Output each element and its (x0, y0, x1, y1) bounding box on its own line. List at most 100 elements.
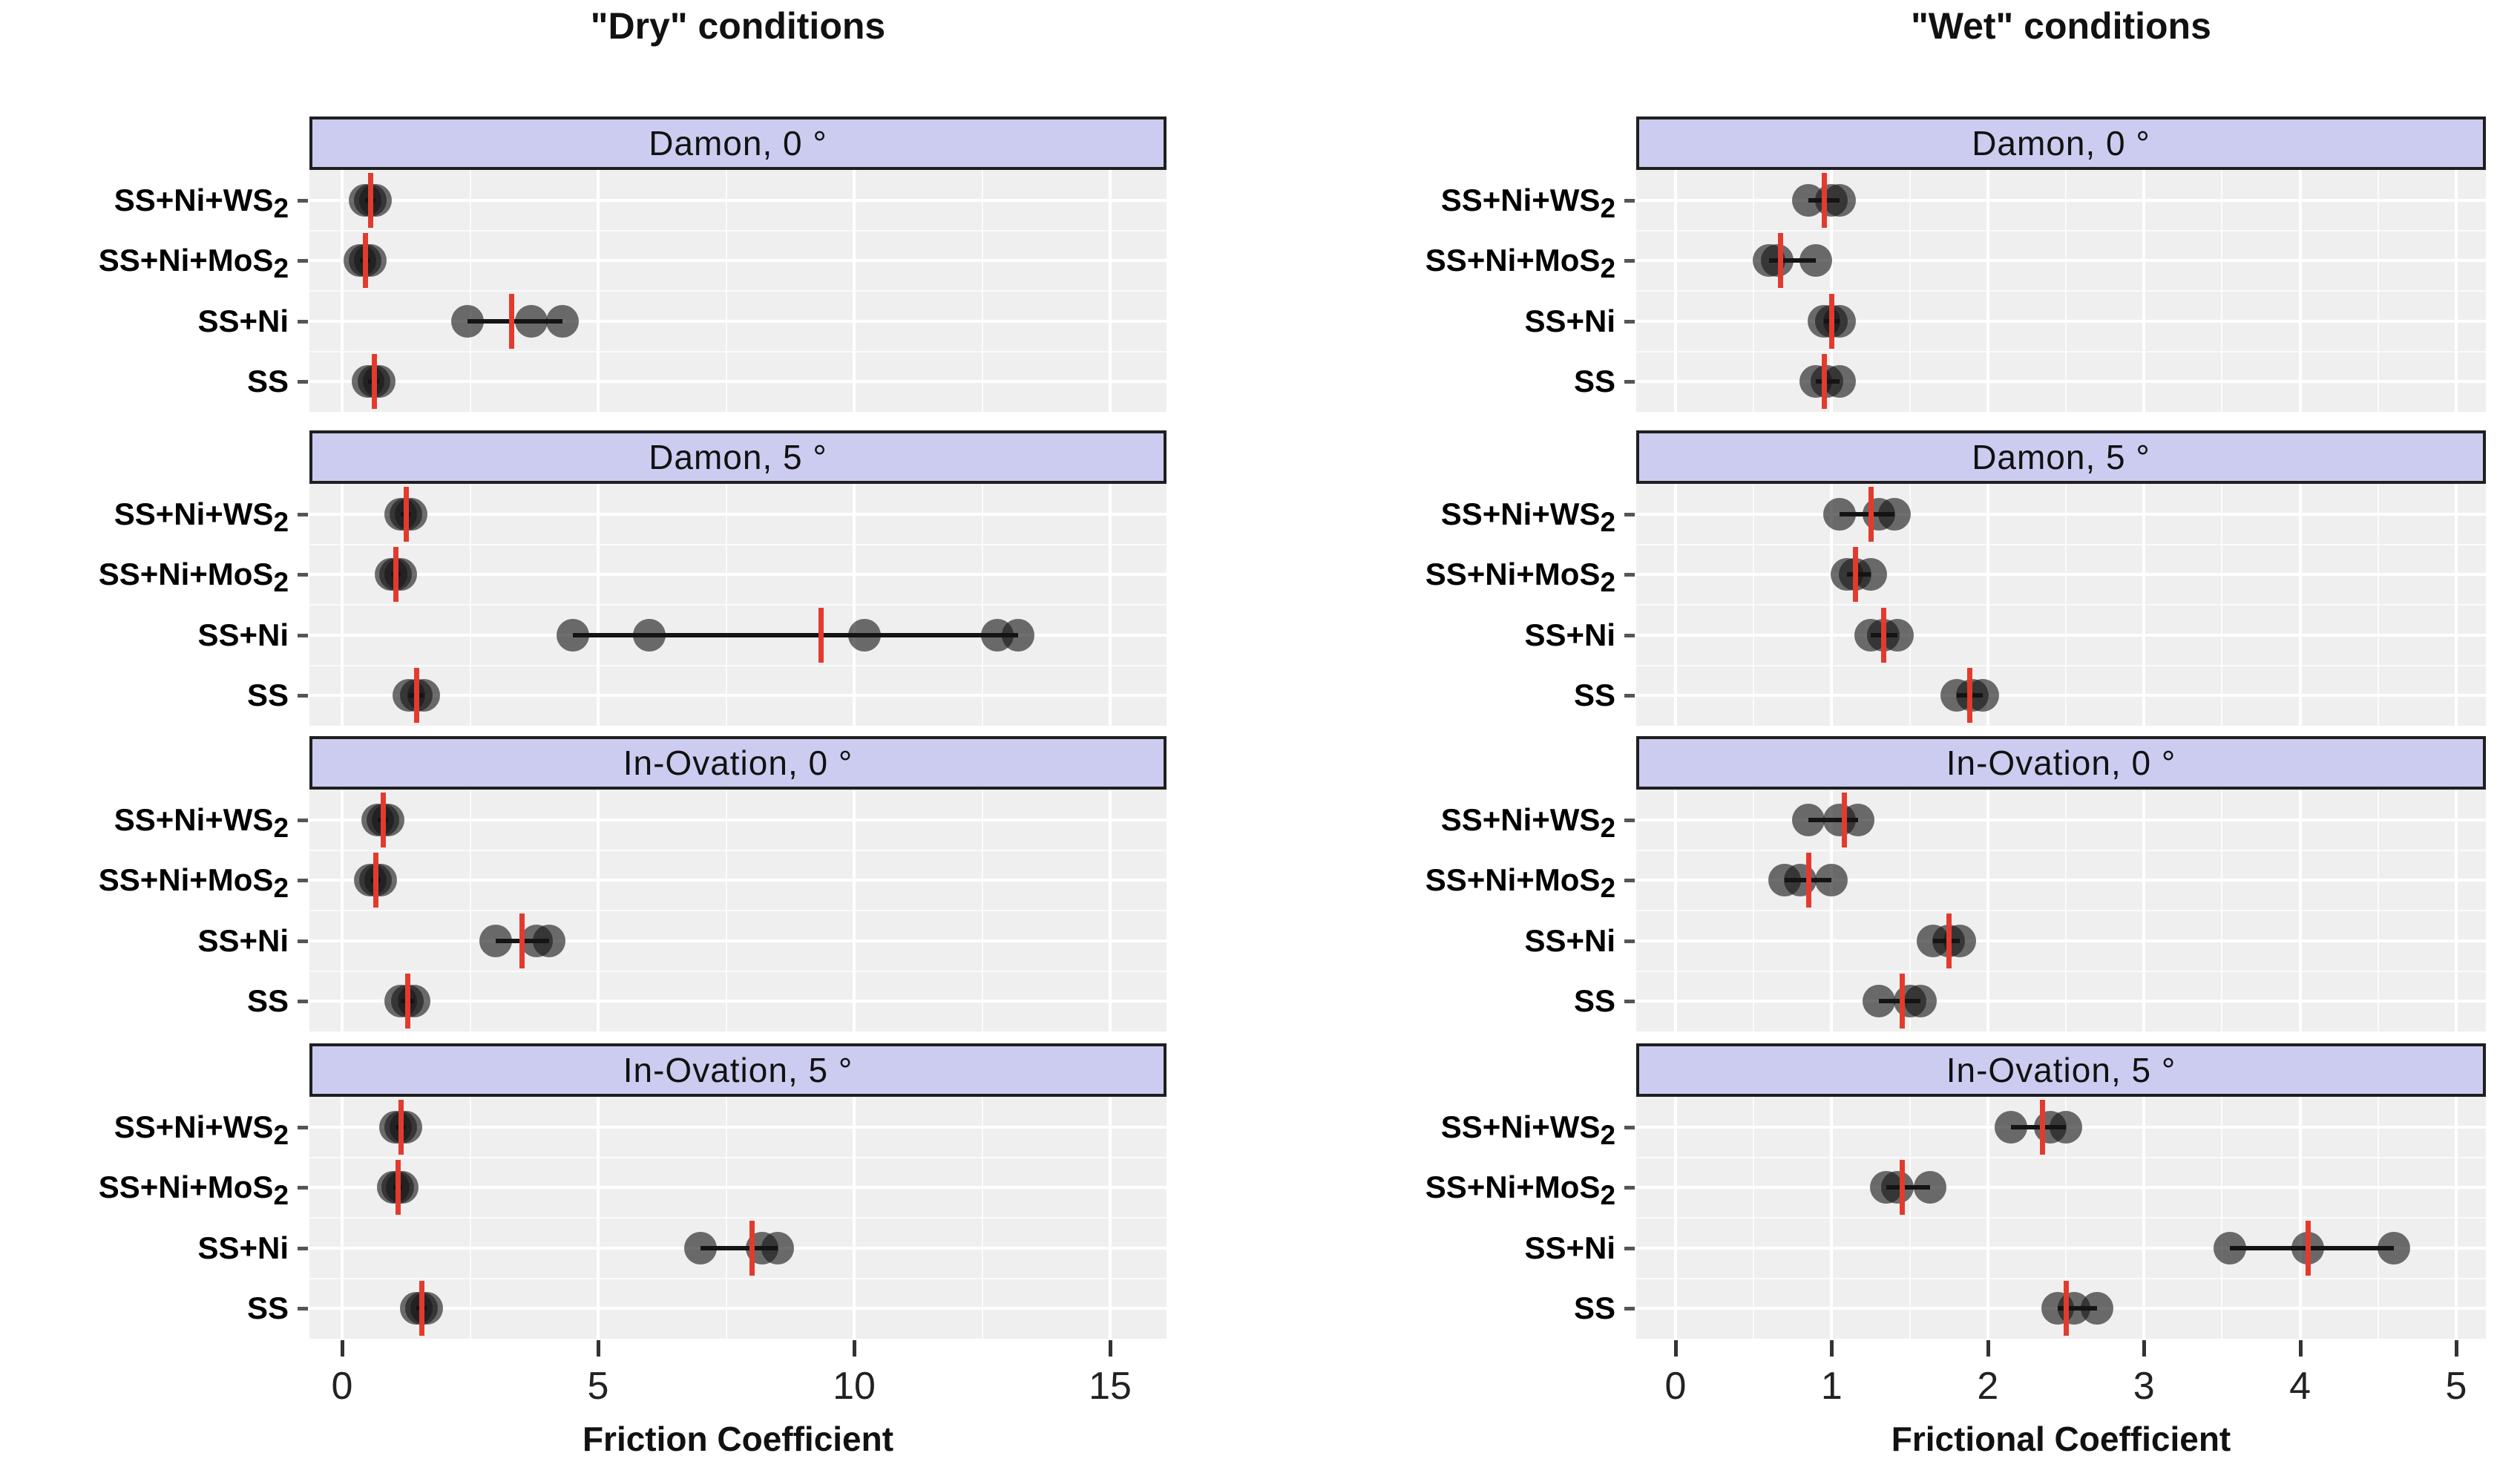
y-axis-label: SS (246, 678, 289, 713)
y-axis-label: SS+Ni+WS2 (114, 496, 289, 537)
x-tick-mark (2298, 1340, 2303, 1357)
facet-strip: Damon, 0 ° (1636, 117, 2486, 170)
subscript-2: 2 (273, 506, 289, 537)
range-line (700, 1245, 778, 1250)
x-tick-label: 3 (2133, 1365, 2155, 1408)
gridline-minor-horizontal (1636, 910, 2486, 911)
range-line (467, 318, 562, 324)
y-axis-label: SS+Ni+WS2 (1440, 1109, 1615, 1150)
facet-panel (309, 790, 1167, 1031)
x-tick-mark (1109, 1340, 1112, 1357)
y-axis-label: SS (246, 364, 289, 399)
gridline-minor-horizontal (309, 1156, 1167, 1158)
mean-line (818, 607, 824, 663)
mean-line (2306, 1220, 2311, 1276)
x-tick-label: 2 (1977, 1365, 1999, 1408)
y-tick-mark (298, 939, 308, 943)
y-axis-label: SS+Ni+MoS2 (98, 862, 289, 904)
gridline-major-horizontal (309, 694, 1167, 698)
gridline-minor-horizontal (1636, 604, 2486, 606)
y-axis-label: SS+Ni (197, 617, 289, 652)
x-tick-label: 10 (833, 1365, 876, 1408)
dry-panel-title: "Dry" conditions (590, 5, 886, 47)
mean-line (1852, 547, 1858, 603)
y-tick-mark (1624, 1186, 1635, 1190)
y-tick-mark (1624, 319, 1635, 324)
range-line (1839, 511, 1894, 516)
y-tick-mark (298, 1186, 308, 1190)
y-tick-mark (1624, 573, 1635, 577)
gridline-major-horizontal (1636, 633, 2486, 637)
range-line (1847, 572, 1871, 577)
y-tick-mark (1624, 1307, 1635, 1311)
mean-line (2040, 1099, 2046, 1155)
gridline-minor-horizontal (309, 604, 1167, 606)
gridline-minor-horizontal (309, 910, 1167, 911)
facet-strip-label: Damon, 0 ° (649, 124, 827, 163)
facet-strip-label: In-Ovation, 5 ° (1946, 1051, 2176, 1089)
gridline-major-horizontal (1636, 512, 2486, 516)
subscript-2: 2 (273, 253, 289, 284)
y-tick-mark (298, 1246, 308, 1250)
y-tick-mark (1624, 259, 1635, 263)
data-point (390, 1110, 423, 1144)
mean-line (519, 913, 525, 968)
y-axis-label: SS+Ni+MoS2 (1425, 243, 1615, 284)
data-point (372, 803, 405, 836)
gridline-major-horizontal (309, 198, 1167, 202)
y-axis-label: SS+Ni+WS2 (114, 801, 289, 843)
y-tick-mark (298, 818, 308, 822)
mean-line (508, 293, 514, 349)
x-tick-label: 0 (331, 1365, 353, 1408)
y-tick-mark (1624, 939, 1635, 943)
y-tick-mark (298, 633, 308, 637)
facet-strip: In-Ovation, 5 ° (1636, 1043, 2486, 1097)
x-tick-label: 15 (1089, 1365, 1132, 1408)
gridline-minor-horizontal (309, 1217, 1167, 1218)
facet-strip: Damon, 5 ° (309, 430, 1167, 484)
data-point (358, 183, 392, 217)
y-axis-label: SS+Ni (1524, 303, 1615, 338)
facet-panel (309, 1097, 1167, 1339)
data-point (353, 244, 387, 278)
gridline-minor-horizontal (309, 664, 1167, 666)
y-tick-mark (298, 1000, 308, 1004)
subscript-2: 2 (273, 1119, 289, 1150)
y-tick-mark (298, 319, 308, 324)
mean-line (404, 974, 410, 1029)
mean-line (381, 792, 387, 847)
y-tick-mark (298, 198, 308, 203)
subscript-2: 2 (273, 192, 289, 223)
mean-line (1900, 974, 1906, 1029)
y-tick-mark (1624, 633, 1635, 637)
range-line (572, 632, 1018, 637)
y-tick-mark (298, 512, 308, 516)
mean-line (1842, 792, 1848, 847)
facet-strip: In-Ovation, 0 ° (1636, 736, 2486, 790)
y-axis-label: SS (1573, 678, 1615, 713)
gridline-major-horizontal (309, 1000, 1167, 1003)
gridline-minor-horizontal (1636, 970, 2486, 972)
wet-panel-title: "Wet" conditions (1911, 5, 2211, 47)
subscript-2: 2 (273, 873, 289, 904)
range-line (1878, 999, 1921, 1004)
y-axis-label: SS+Ni+MoS2 (1425, 862, 1615, 904)
x-tick-mark (2142, 1340, 2147, 1357)
facet-strip: In-Ovation, 5 ° (309, 1043, 1167, 1097)
gridline-minor-horizontal (1636, 543, 2486, 545)
y-tick-mark (1624, 1125, 1635, 1129)
y-axis-label: SS+Ni+WS2 (1440, 496, 1615, 537)
y-tick-mark (1624, 512, 1635, 516)
facet-panel (1636, 790, 2486, 1031)
gridline-major-horizontal (309, 259, 1167, 263)
x-tick-mark (1986, 1340, 1990, 1357)
y-tick-mark (1624, 818, 1635, 822)
range-line (2058, 1306, 2098, 1311)
mean-line (1966, 668, 1972, 724)
facet-panel (309, 484, 1167, 726)
range-line (1933, 938, 1960, 943)
x-tick-mark (341, 1340, 344, 1357)
mean-line (1821, 172, 1827, 228)
range-line (2011, 1124, 2066, 1129)
mean-line (398, 1099, 404, 1155)
